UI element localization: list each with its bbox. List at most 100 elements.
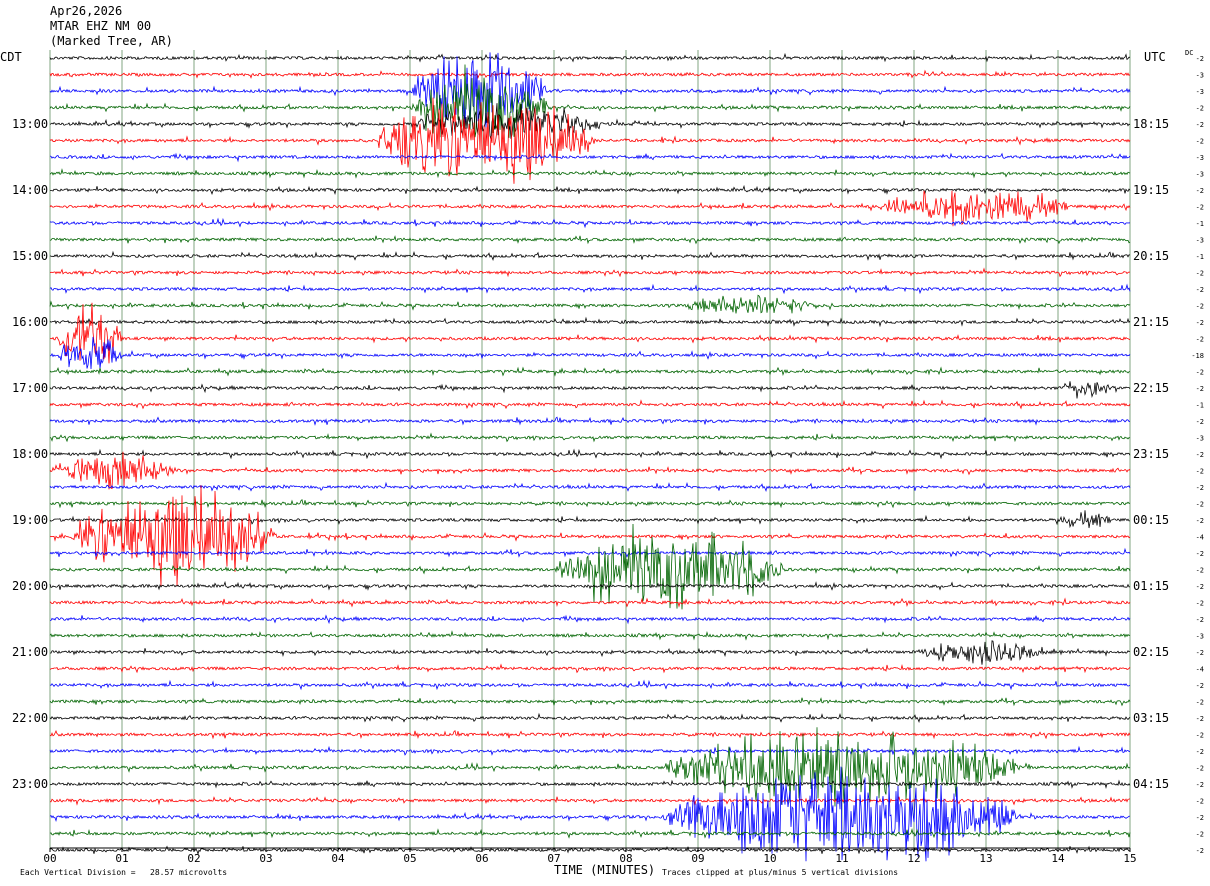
x-tick-label: 03 [259, 852, 272, 865]
x-tick-label: 06 [475, 852, 488, 865]
left-hour-label: 17:00 [12, 381, 48, 395]
x-tick-label: 14 [1051, 852, 1065, 865]
seismic-trace [49, 336, 1131, 370]
dc-offset-label: -2 [1196, 765, 1204, 773]
seismic-trace [49, 547, 1131, 558]
dc-offset-label: -2 [1196, 105, 1204, 113]
left-hour-label: 13:00 [12, 117, 48, 131]
seismic-trace [49, 630, 1131, 641]
x-tick-label: 08 [619, 852, 632, 865]
right-hour-labels: 18:15 19:15 20:15 21:15 22:15 23:15 00:15 01:15… [1133, 117, 1169, 791]
seismic-trace [49, 796, 1131, 806]
seismic-trace [49, 217, 1131, 229]
x-tick-label: 11 [835, 852, 848, 865]
dc-offset-label: -4 [1196, 666, 1204, 674]
right-hour-label: 02:15 [1133, 645, 1169, 659]
seismic-traces [49, 52, 1131, 862]
dc-offset-label: -2 [1196, 286, 1204, 294]
dc-offset-label: -2 [1196, 831, 1204, 839]
dc-offset-label: -3 [1196, 633, 1204, 641]
dc-offset-label: -1 [1196, 402, 1204, 410]
right-hour-label: 00:15 [1133, 513, 1169, 527]
seismic-trace [49, 451, 1131, 490]
seismic-trace [49, 168, 1131, 179]
dc-offset-label: -2 [1196, 484, 1204, 492]
dc-offset-label: -3 [1196, 435, 1204, 443]
dc-offset-label: -2 [1196, 187, 1204, 195]
dc-offset-labels: -2 -3 -3 -2 -2 -2 -3 -3 -2 -2 -1 -3 -1 -2 -2 -2 -2 -2 -18 -… [1191, 55, 1204, 855]
dc-offset-label: -3 [1196, 237, 1204, 245]
dc-offset-label: -2 [1196, 336, 1204, 344]
dc-offset-label: -2 [1196, 270, 1204, 278]
dc-offset-label: -2 [1196, 682, 1204, 690]
seismic-trace [49, 64, 1131, 140]
dc-offset-label: -2 [1196, 550, 1204, 558]
scale-note: Each Vertical Division = 28.57 microvolt… [20, 868, 228, 877]
seismic-trace [49, 97, 1131, 184]
seismic-trace [49, 697, 1131, 707]
dc-offset-label: -2 [1196, 319, 1204, 327]
dc-offset-label: -2 [1196, 451, 1204, 459]
right-hour-label: 04:15 [1133, 777, 1169, 791]
seismic-trace [49, 729, 1131, 740]
seismic-trace [49, 597, 1131, 608]
dc-offset-label: -2 [1196, 567, 1204, 575]
dc-offset-label: -2 [1196, 418, 1204, 426]
dc-offset-label: -2 [1196, 649, 1204, 657]
dc-offset-label: -2 [1196, 583, 1204, 591]
minute-gridlines [49, 50, 1131, 849]
dc-offset-label: -4 [1196, 534, 1204, 542]
dc-offset-label: -2 [1196, 616, 1204, 624]
dc-offset-label: -2 [1196, 847, 1204, 855]
dc-offset-label: -1 [1196, 253, 1204, 261]
seismic-trace [49, 190, 1131, 227]
seismic-trace [49, 580, 1130, 591]
seismic-trace [49, 498, 1131, 509]
seismic-trace [49, 663, 1131, 674]
seismic-trace [49, 294, 1131, 314]
seismic-trace [49, 235, 1131, 245]
seismic-trace [49, 103, 1131, 140]
seismic-trace [49, 283, 1131, 295]
right-hour-label: 21:15 [1133, 315, 1169, 329]
seismic-trace [49, 316, 1131, 328]
left-hour-label: 18:00 [12, 447, 48, 461]
left-hour-label: 21:00 [12, 645, 48, 659]
seismic-trace [49, 302, 1131, 364]
right-hour-label: 22:15 [1133, 381, 1169, 395]
x-tick-label: 01 [115, 852, 128, 865]
seismic-trace [49, 766, 1131, 862]
seismic-trace [49, 366, 1131, 377]
x-tick-label: 04 [331, 852, 345, 865]
right-hour-label: 19:15 [1133, 183, 1169, 197]
seismic-trace [49, 52, 1131, 63]
seismic-trace [49, 712, 1131, 723]
x-tick-label: 05 [403, 852, 416, 865]
x-tick-label: 00 [43, 852, 56, 865]
x-tick-label: 10 [763, 852, 776, 865]
dc-offset-label: -2 [1196, 138, 1204, 146]
left-hour-label: 20:00 [12, 579, 48, 593]
seismic-trace [49, 485, 1131, 586]
clip-note: Traces clipped at plus/minus 5 vertical … [662, 868, 899, 877]
seismic-trace [49, 267, 1131, 278]
dc-offset-label: -2 [1196, 798, 1204, 806]
dc-offset-label: -2 [1196, 748, 1204, 756]
dc-offset-label: -2 [1196, 369, 1204, 377]
seismic-trace [50, 184, 1131, 196]
seismic-trace [49, 399, 1131, 410]
dc-offset-label: -2 [1196, 303, 1204, 311]
seismic-trace [49, 69, 1131, 80]
seismic-trace [49, 448, 1131, 460]
dc-offset-label: -2 [1196, 121, 1204, 129]
x-axis-ticks: 00 01 02 03 04 05 06 07 08 09 10 11 12 13 14 15 [43, 848, 1137, 865]
seismic-trace [49, 523, 1131, 610]
right-hour-label: 01:15 [1133, 579, 1169, 593]
seismic-trace [49, 416, 1131, 426]
dc-offset-label: -18 [1191, 352, 1204, 360]
dc-offset-label: -2 [1196, 55, 1204, 63]
x-tick-label: 02 [187, 852, 200, 865]
right-hour-label: 20:15 [1133, 249, 1169, 263]
dc-header-label: DC [1185, 49, 1194, 57]
